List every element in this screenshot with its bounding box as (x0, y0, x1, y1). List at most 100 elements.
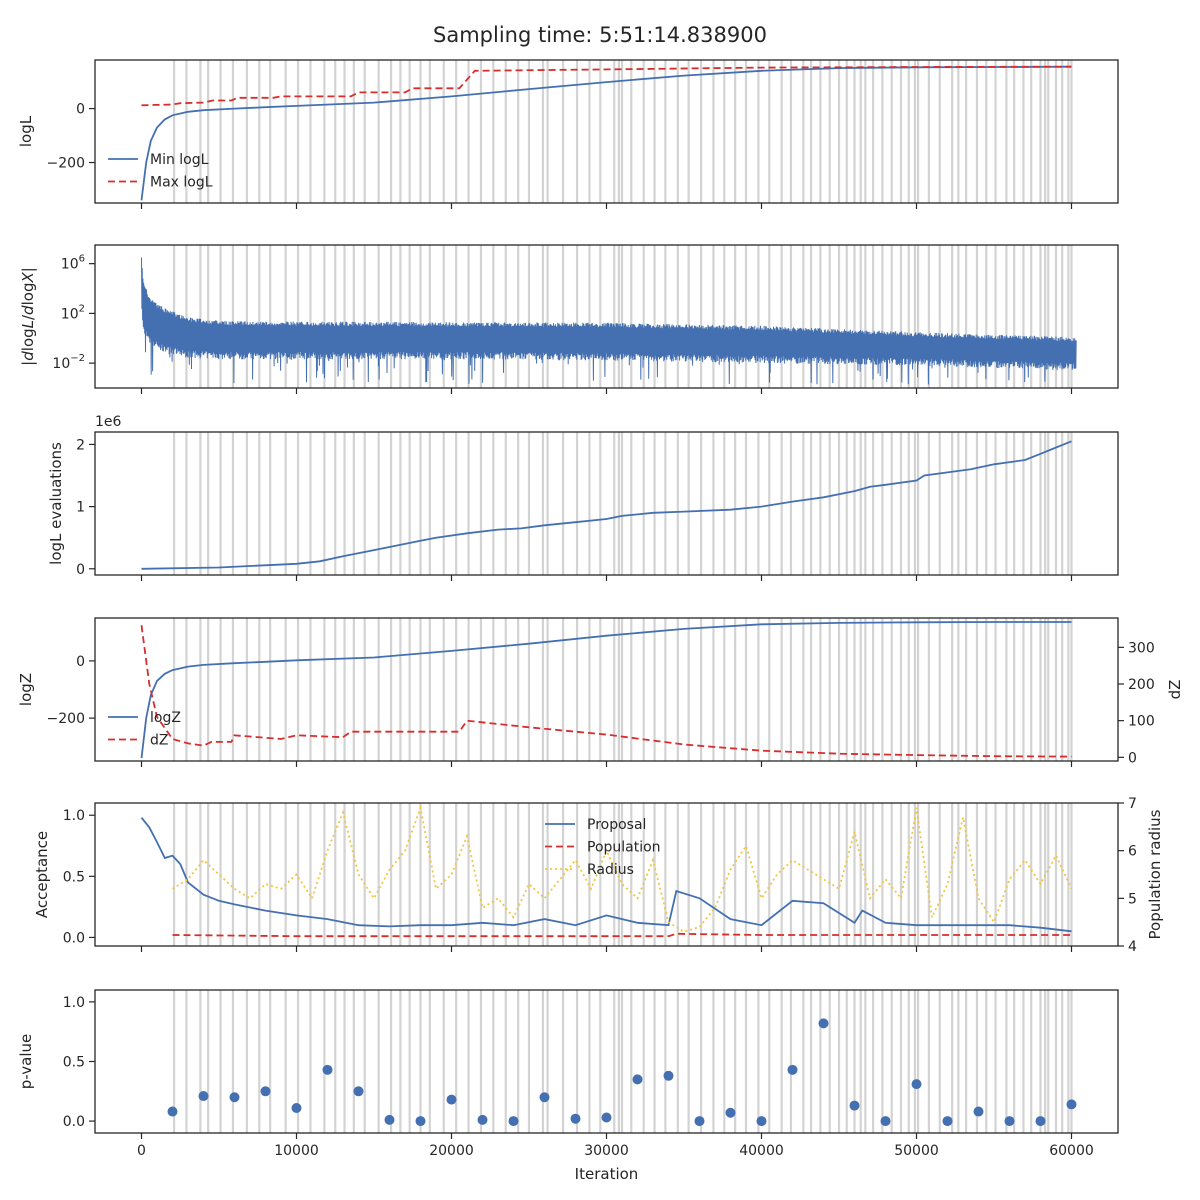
scatter-point (167, 1106, 178, 1117)
series-p1-0 (141, 257, 1077, 385)
scatter-point (353, 1086, 364, 1097)
y-axis-label-part: / (19, 314, 37, 320)
scatter-point (322, 1064, 333, 1075)
panel-p-value: 0 10000 20000 30000 40000 50000 60000 Iteration… (17, 989, 1119, 1183)
series-group (141, 257, 1077, 385)
scatter-point (384, 1114, 395, 1125)
series-population (172, 932, 1072, 938)
legend-label: dZ (150, 733, 168, 749)
y-tick-label: 0 (76, 654, 85, 670)
y-tick-label: 0 (76, 102, 85, 118)
scatter-point (694, 1116, 705, 1127)
y-tick-label: 0.0 (63, 930, 85, 946)
scatter-point (942, 1116, 953, 1127)
y-axis-label-part: | (19, 267, 37, 272)
scatter-point (260, 1086, 271, 1097)
series-min-logl (140, 65, 1072, 201)
axes-frame (94, 431, 1119, 576)
y-tick-label: 1 (76, 500, 85, 516)
y-axis-label-part: log (19, 328, 37, 351)
y-tick-label: 0.5 (63, 869, 85, 885)
gray-lines (172, 60, 1073, 203)
panel-logl-evaluations: 0 1 2 logL evaluations 1e6 (47, 414, 1119, 581)
axes-frame (94, 617, 1119, 762)
y-tick-label: −200 (47, 156, 85, 172)
scatter-point (756, 1116, 767, 1127)
scatter-point (632, 1074, 643, 1085)
y-right-axis-label: dZ (1166, 680, 1184, 700)
panel-logz: 0 −200 logZ 0 100 200 300 dZ logZ dZ (17, 617, 1184, 767)
tick-base: 10 (52, 356, 70, 372)
scatter-point (415, 1116, 426, 1127)
series-max-logl (141, 65, 1072, 107)
y-right-tick-label: 100 (1128, 714, 1155, 730)
x-axis-label: Iteration (575, 1165, 639, 1183)
y-offset-label: 1e6 (95, 414, 122, 430)
gray-lines (172, 618, 1073, 761)
series-proposal (140, 817, 1072, 933)
gray-lines (172, 990, 1073, 1133)
scatter-point (601, 1112, 612, 1123)
legend-label: logZ (150, 710, 181, 726)
gray-lines (172, 803, 1073, 946)
series-group (140, 804, 1073, 938)
y-axis-label-part: | (19, 361, 37, 366)
scatter-point (539, 1092, 550, 1103)
scatter-point (911, 1079, 922, 1090)
scatter-point (477, 1114, 488, 1125)
y-tick-label: 1.0 (63, 808, 85, 824)
y-right-tick-label: 300 (1128, 640, 1155, 656)
x-tick-label: 50000 (894, 1143, 939, 1159)
tick-base: 10 (61, 257, 79, 273)
legend-label: Proposal (587, 817, 646, 833)
y-tick-label: 0 (76, 562, 85, 578)
scatter-point (508, 1116, 519, 1127)
series-group (140, 65, 1072, 201)
legend-label: Radius (587, 862, 634, 878)
panel-acceptance: 0.0 0.5 1.0 Acceptance 4 5 6 7 Population radius… (33, 796, 1164, 955)
scatter-point (973, 1106, 984, 1117)
y-axis-label: logZ (17, 673, 35, 706)
axes-frame (94, 989, 1119, 1134)
tick-base: 10 (61, 306, 79, 322)
y-right-tick-label: 6 (1128, 844, 1137, 860)
scatter-point (818, 1018, 829, 1029)
legend-label: Min logL (150, 152, 209, 168)
series-group (167, 1018, 1077, 1127)
y-tick-label: 0.5 (63, 1055, 85, 1071)
tick-exponent: 2 (79, 303, 85, 314)
y-axis-label-part: X (19, 272, 37, 284)
y-tick-label: 10−2 (52, 353, 85, 372)
y-axis-label: |dlogL/dlogX| (19, 267, 37, 366)
y-axis-label: p-value (17, 1034, 35, 1090)
y-axis-label-part: d (19, 305, 37, 315)
scatter-point (198, 1091, 209, 1102)
y-right-tick-label: 0 (1128, 750, 1137, 766)
x-tick-label: 60000 (1049, 1143, 1094, 1159)
scatter-point (787, 1064, 798, 1075)
series-group (140, 621, 1072, 759)
y-axis-label-part: L (19, 320, 37, 328)
y-tick-label: −200 (47, 711, 85, 727)
y-right-tick-label: 7 (1128, 796, 1137, 812)
y-tick-label: 0.0 (63, 1114, 85, 1130)
tick-exponent: −2 (70, 353, 85, 364)
scatter-point (1004, 1116, 1015, 1127)
y-axis-label: logL evaluations (47, 442, 65, 565)
x-tick-label: 10000 (274, 1143, 319, 1159)
figure-title: Sampling time: 5:51:14.838900 (433, 23, 767, 47)
y-axis-label-part: d (19, 351, 37, 361)
y-axis-label: Acceptance (33, 831, 51, 918)
x-tick-label: 0 (137, 1143, 146, 1159)
gray-lines (172, 432, 1073, 575)
scatter-point (291, 1102, 302, 1113)
scatter-point (849, 1100, 860, 1111)
scatter-point (229, 1092, 240, 1103)
scatter-point (570, 1113, 581, 1124)
scatter-point (1066, 1099, 1077, 1110)
panel-logl: 0 −200 logL Min logL Max logL (17, 59, 1119, 209)
scatter-point (1035, 1116, 1046, 1127)
y-tick-label: 2 (76, 437, 85, 453)
